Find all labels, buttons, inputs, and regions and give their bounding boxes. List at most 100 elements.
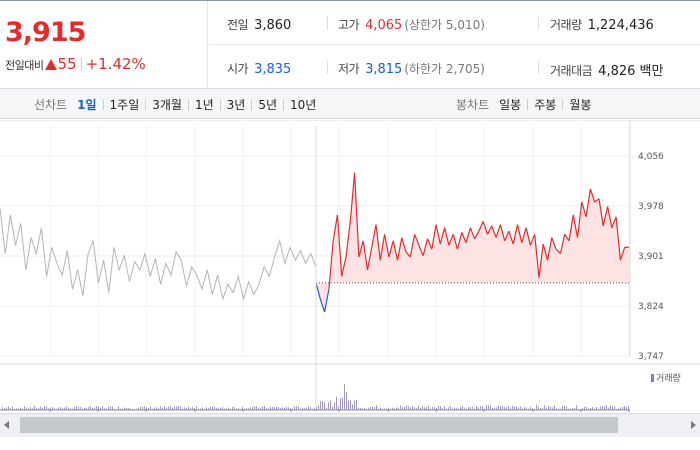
volume-bar [130,408,131,410]
volume-bar [582,408,583,410]
scroll-thumb[interactable] [20,417,618,433]
today-series-segment [324,289,330,313]
today-series-segment [534,234,540,278]
volume-bar [446,408,447,410]
today-series-segment [607,206,613,228]
tab-daily-candle[interactable]: 일봉 [499,98,522,112]
volume-bar [620,407,621,410]
today-series-segment [585,188,591,217]
tab-1-day[interactable]: 1일 [77,98,97,112]
today-series-segment [315,282,321,300]
volume-bar [72,408,73,410]
volume-bar [456,407,457,410]
volume-bar [474,408,475,410]
volume-bar [538,406,539,410]
volume-bar [490,405,491,410]
volume-bar [264,406,265,410]
tab-weekly-candle[interactable]: 주봉 [534,98,557,112]
volume-bar [448,407,449,410]
today-series-segment [426,238,433,250]
today-series-segment [461,232,467,243]
volume-bar [52,407,53,410]
volume-bar [520,406,521,410]
today-series-segment [504,230,510,242]
volume-bar [182,408,183,410]
volume-bar [292,408,293,410]
tab-monthly-candle[interactable]: 월봉 [569,98,592,112]
volume-bar [598,408,599,410]
volume-bar [356,399,357,410]
volume-bar [466,408,467,410]
volume-bar [422,406,423,410]
volume-bar [498,405,499,410]
tab-1-year[interactable]: 1년 [194,98,214,112]
volume-bar [470,407,471,410]
volume-bar [244,408,245,410]
volume-bar [94,407,95,410]
volume-bar [346,392,347,410]
today-series-segment [388,240,394,258]
tab-5-years[interactable]: 5년 [258,98,278,112]
volume-bar [492,408,493,410]
chart-scrollbar[interactable] [0,413,700,437]
volume-bar [542,408,543,410]
volume-bar [504,407,505,410]
divider [538,17,539,30]
volume-bar [74,406,75,410]
volume-bar [190,407,191,410]
volume-bar [82,408,83,410]
volume-bar [42,407,43,410]
volume-bar [358,407,359,410]
volume-bar [540,408,541,410]
today-series-segment [512,224,519,245]
volume-bar [206,407,207,410]
scroll-left-arrow-icon[interactable] [4,421,9,429]
y-tick-label: 3,747 [638,352,664,362]
volume-bar [246,408,247,410]
today-series-segment [559,234,566,254]
volume-bar [296,406,297,410]
volume-bar [506,407,507,410]
volume-bar [348,400,349,410]
volume-bar [400,405,401,410]
volume-bar [156,407,157,410]
tab-1-week[interactable]: 1주일 [109,98,140,112]
volume-bar [168,406,169,410]
volume-bar [20,407,21,410]
volume-bar [318,405,319,410]
volume-bar [290,407,291,410]
volume-bar [124,407,125,410]
volume-bar [228,407,229,410]
volume-bar [28,408,29,410]
volume-legend-label: 거래량 [656,372,681,384]
volume-bar [242,406,243,410]
today-series-segment [396,237,403,261]
volume-bar [280,407,281,410]
volume-bar [552,407,553,410]
today-series-segment [474,230,480,240]
divider [80,58,82,70]
stat-label: 거래대금 [550,64,593,78]
volume-bar [10,407,11,410]
y-tick-label: 3,901 [638,252,664,262]
today-series-segment [581,201,587,217]
today-series-segment [538,243,544,278]
volume-bar [180,406,181,410]
today-series-segment [401,237,407,252]
volume-bar [116,408,117,410]
scroll-right-arrow-icon[interactable] [691,421,696,429]
today-series-segment [478,221,484,232]
stat-value: 4,826 백만 [598,64,664,79]
volume-bar [86,407,87,410]
volume-bar [494,407,495,410]
volume-bar [440,406,441,410]
volume-legend-swatch [651,374,654,382]
volume-bar [24,406,25,410]
volume-bar [394,408,395,410]
volume-bar [64,407,65,410]
tab-3-months[interactable]: 3개월 [152,98,182,112]
volume-bar [468,407,469,410]
tab-10-years[interactable]: 10년 [290,98,317,112]
volume-bar [138,407,139,410]
tab-3-years[interactable]: 3년 [226,98,246,112]
